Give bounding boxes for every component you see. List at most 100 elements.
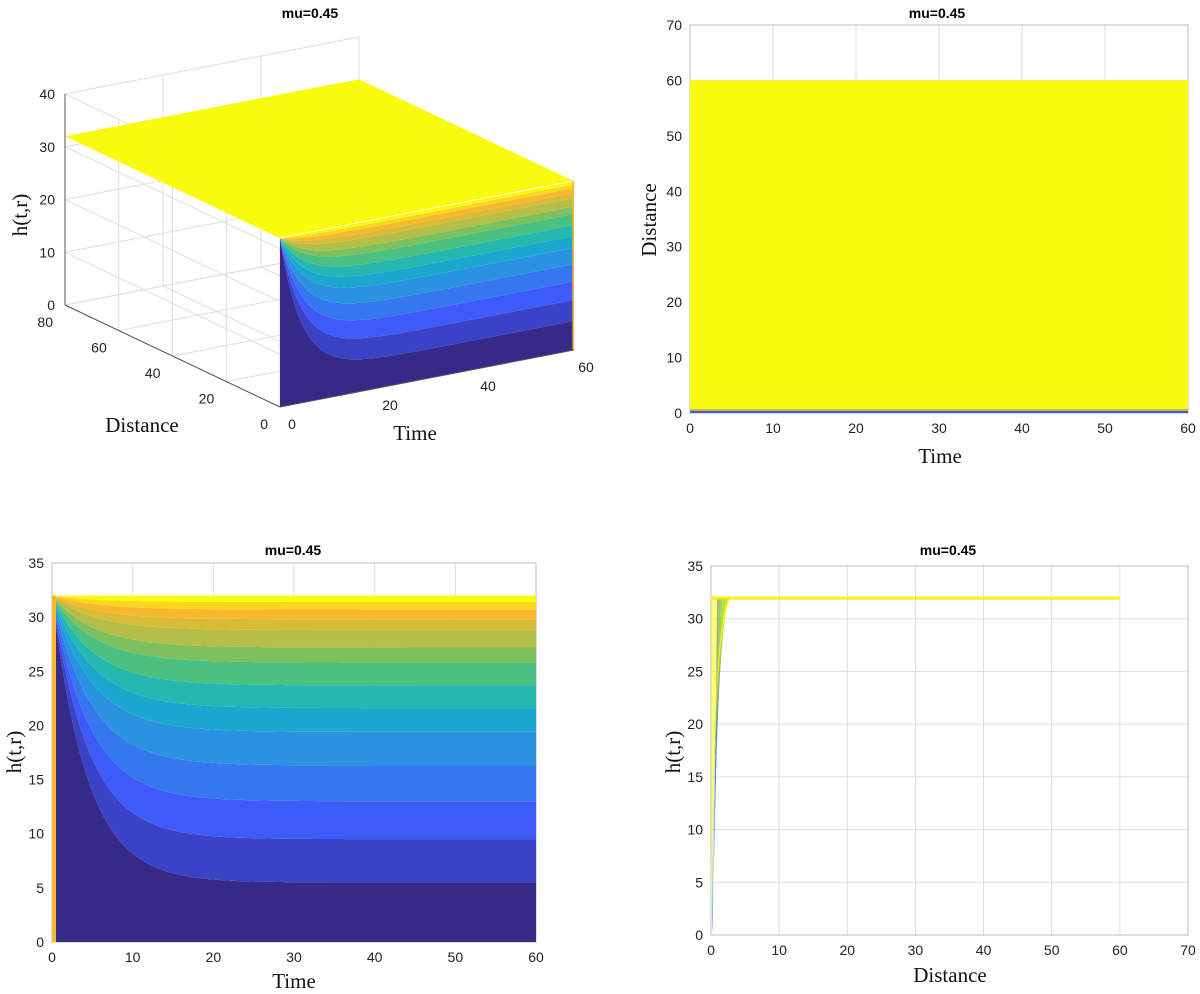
panel-distance-view: 0 10 20 30 40 50 60 70 0 5 10 15 20 25 30 35 mu=0.45 h(… bbox=[661, 542, 1196, 987]
y-tick-label: 0 bbox=[674, 405, 682, 421]
panel-time-title: mu=0.45 bbox=[265, 542, 322, 558]
y-tick-label: 20 bbox=[28, 717, 44, 733]
x-tick-label: 0 bbox=[48, 949, 56, 965]
surface-edge bbox=[572, 180, 574, 350]
x-tick-label: 40 bbox=[976, 942, 992, 958]
x-tick-label: 0 bbox=[707, 942, 715, 958]
z-tick-label: 40 bbox=[39, 86, 55, 102]
x-tick-label: 20 bbox=[848, 420, 864, 436]
distance-tick-label: 0 bbox=[260, 416, 268, 432]
axes-box bbox=[710, 565, 1189, 936]
h-band bbox=[52, 595, 536, 802]
time-tick-label: 60 bbox=[578, 359, 594, 375]
h-band bbox=[52, 595, 536, 732]
panel-3d-axes bbox=[64, 94, 575, 408]
h-band bbox=[52, 595, 536, 648]
panel-distance-fill bbox=[711, 596, 1120, 935]
wall-grid-z bbox=[64, 146, 281, 250]
y-tick-label: 0 bbox=[695, 927, 703, 943]
panel-time-ylabel: h(t,r) bbox=[2, 731, 26, 774]
y-tick-label: 20 bbox=[687, 716, 703, 732]
y-tick-label: 15 bbox=[687, 769, 703, 785]
x-tick-label: 20 bbox=[206, 949, 222, 965]
h-band bbox=[52, 595, 536, 620]
y-tick-label: 50 bbox=[666, 128, 682, 144]
x-tick-label: 40 bbox=[367, 949, 383, 965]
y-tick-label: 40 bbox=[666, 183, 682, 199]
distance-tick-label: 40 bbox=[145, 365, 161, 381]
h-band bbox=[52, 595, 536, 686]
x-tick-label: 50 bbox=[1044, 942, 1060, 958]
y-tick-label: 60 bbox=[666, 72, 682, 88]
surface-front-band bbox=[280, 238, 574, 321]
surface-edge-band bbox=[690, 411, 1188, 413]
h-band bbox=[52, 595, 536, 942]
x-tick-label: 10 bbox=[765, 420, 781, 436]
wall2-grid-z bbox=[64, 36, 360, 95]
y-tick-label: 35 bbox=[687, 558, 703, 574]
x-tick-label: 70 bbox=[1180, 942, 1196, 958]
panel-time-bands bbox=[52, 595, 536, 942]
panel-3d-surface-mesh bbox=[65, 79, 574, 407]
z-tick-label: 20 bbox=[39, 192, 55, 208]
panel-3d-title: mu=0.45 bbox=[282, 5, 339, 21]
h-band bbox=[52, 595, 536, 663]
panel-time-ticks: 0 10 20 30 40 50 60 0 5 10 15 20 25 30 35 bbox=[28, 555, 544, 965]
z-tick-label: 30 bbox=[39, 139, 55, 155]
z-tick-label: 10 bbox=[39, 244, 55, 260]
x-tick-label: 10 bbox=[125, 949, 141, 965]
wall-grid-z bbox=[64, 199, 281, 302]
y-tick-label: 0 bbox=[36, 934, 44, 950]
h-band bbox=[52, 595, 536, 602]
panel-3d-zlabel: h(t,r) bbox=[8, 194, 32, 237]
distance-tick-label: 60 bbox=[91, 340, 107, 356]
y-tick-label: 5 bbox=[36, 880, 44, 896]
panel-top-ylabel: Distance bbox=[637, 183, 661, 256]
x-tick-label: 50 bbox=[448, 949, 464, 965]
panel-distance-title: mu=0.45 bbox=[920, 542, 977, 558]
x-tick-label: 30 bbox=[931, 420, 947, 436]
distance-tick-label: 80 bbox=[37, 314, 53, 330]
y-tick-label: 10 bbox=[687, 822, 703, 838]
x-tick-label: 60 bbox=[1180, 420, 1196, 436]
y-tick-label: 25 bbox=[687, 663, 703, 679]
surface-front-band bbox=[280, 198, 574, 251]
x-tick-label: 30 bbox=[286, 949, 302, 965]
surface-front-band bbox=[280, 238, 574, 339]
y-tick-label: 20 bbox=[666, 294, 682, 310]
time-tick-label: 0 bbox=[288, 416, 296, 432]
surface-front-band bbox=[280, 238, 574, 304]
x-tick-label: 20 bbox=[839, 942, 855, 958]
panel-distance-ylabel: h(t,r) bbox=[661, 731, 685, 774]
z-tick-label: 0 bbox=[47, 297, 55, 313]
y-tick-label: 70 bbox=[666, 17, 682, 33]
h-band bbox=[52, 595, 536, 766]
y-tick-label: 30 bbox=[687, 611, 703, 627]
surface-front-band bbox=[280, 238, 574, 407]
x-tick-label: 50 bbox=[1097, 420, 1113, 436]
time-axis-line bbox=[279, 349, 575, 408]
surface-front-band bbox=[280, 238, 574, 360]
y-tick-label: 5 bbox=[695, 874, 703, 890]
panel-3d-ylabel: Distance bbox=[105, 413, 178, 437]
surface-front-band bbox=[280, 206, 574, 257]
time-tick-label: 20 bbox=[382, 397, 398, 413]
panel-top-title: mu=0.45 bbox=[909, 5, 966, 21]
y-tick-label: 30 bbox=[28, 609, 44, 625]
y-tick-label: 10 bbox=[28, 826, 44, 842]
panel-top-fill bbox=[690, 80, 1188, 413]
surface-edge-band bbox=[690, 409, 1188, 411]
wall-grid-z bbox=[64, 251, 281, 355]
y-tick-label: 25 bbox=[28, 663, 44, 679]
panel-time-xlabel: Time bbox=[272, 969, 316, 993]
panel-distance-xlabel: Distance bbox=[913, 963, 986, 987]
x-tick-label: 40 bbox=[1014, 420, 1030, 436]
panel-distance-grid bbox=[710, 565, 1189, 936]
h-band bbox=[52, 595, 536, 610]
x-tick-label: 10 bbox=[771, 942, 787, 958]
h-band bbox=[52, 595, 536, 883]
initial-spike bbox=[52, 595, 56, 942]
panel-top-xlabel: Time bbox=[918, 444, 962, 468]
